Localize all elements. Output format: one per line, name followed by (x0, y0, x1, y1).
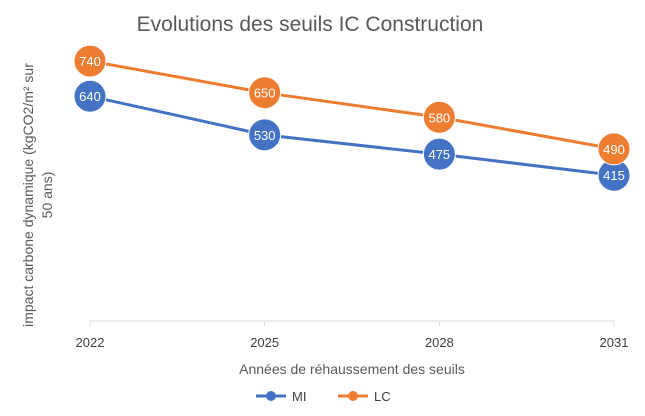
chart-title: Evolutions des seuils IC Construction (137, 13, 484, 36)
data-point-mi (248, 118, 282, 152)
data-label-mi: 530 (254, 128, 276, 143)
legend-marker-lc (348, 391, 358, 401)
x-tick-label: 2025 (250, 335, 279, 350)
x-tick-label: 2028 (425, 335, 454, 350)
series-layer: 640 530 475 415 740 650 580 490 (73, 44, 631, 192)
data-label-lc: 490 (603, 142, 625, 157)
data-label-mi: 415 (603, 168, 625, 183)
data-point-mi (73, 79, 107, 113)
y-axis-label-line-2: 50 ans) (39, 172, 55, 219)
data-point-lc (597, 132, 631, 166)
series-line-lc (89, 59, 615, 151)
legend-label-lc: LC (374, 389, 391, 404)
legend-label-mi: MI (292, 389, 306, 404)
y-axis-label-line-1: impact carbone dynamique (kgCO2/m² sur (20, 63, 36, 327)
x-tick-label: 2031 (600, 335, 629, 350)
x-axis-label: Années de réhaussement des seuils (239, 361, 465, 377)
series-line-mi (89, 94, 615, 177)
x-tick-label: 2022 (76, 335, 105, 350)
data-label-mi: 640 (79, 89, 101, 104)
data-point-lc (422, 100, 456, 134)
data-label-lc: 580 (428, 110, 450, 125)
legend: MI LC (256, 389, 391, 404)
data-point-mi (422, 137, 456, 171)
y-axis-label: impact carbone dynamique (kgCO2/m² sur 5… (20, 63, 55, 327)
data-label-lc: 740 (79, 54, 101, 69)
data-point-lc (248, 76, 282, 110)
legend-marker-mi (266, 391, 276, 401)
data-label-mi: 475 (428, 147, 450, 162)
x-axis-ticks: 2022 2025 2028 2031 (76, 321, 629, 350)
data-label-lc: 650 (254, 86, 276, 101)
data-point-lc (73, 44, 107, 78)
